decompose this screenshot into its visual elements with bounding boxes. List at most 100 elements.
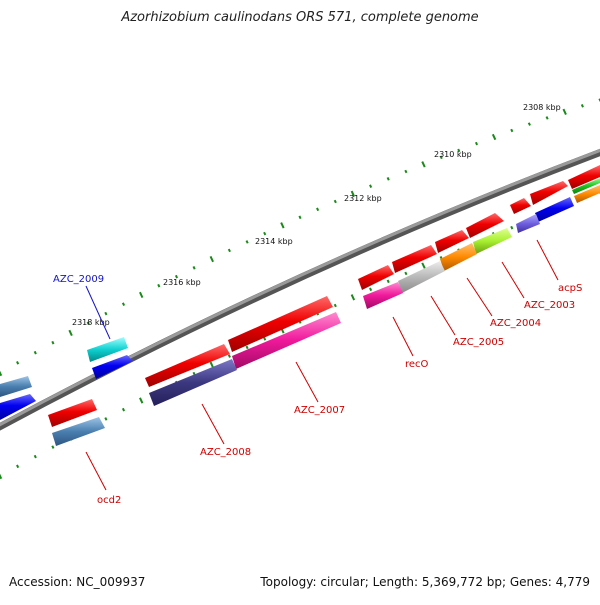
scale-label: 2316 kbp	[163, 278, 201, 287]
scale-label: 2314 kbp	[255, 237, 293, 246]
gene-feature[interactable]	[574, 185, 600, 203]
gene-feature[interactable]	[473, 228, 512, 254]
scale-label: 2312 kbp	[344, 194, 382, 203]
gene-label-AZC_2003[interactable]: AZC_2003	[524, 300, 575, 311]
scale-tick	[298, 215, 302, 220]
reverse-strand-genes	[48, 197, 574, 446]
scale-tick	[227, 354, 231, 358]
topology-text: Topology: circular; Length: 5,369,772 bp…	[260, 575, 590, 589]
scale-tick	[227, 248, 231, 253]
gene-labels: acpS AZC_2003 AZC_2004 AZC_2005 recO AZC…	[53, 274, 582, 506]
gene-feature[interactable]	[568, 165, 600, 189]
gene-label-AZC_2009[interactable]: AZC_2009	[53, 274, 104, 285]
scale-tick	[86, 321, 90, 325]
gene-feature[interactable]	[392, 245, 437, 273]
scale-tick	[421, 161, 426, 168]
scale-tick	[350, 190, 356, 197]
scale-tick	[369, 287, 373, 292]
gene-label-AZC_2005[interactable]: AZC_2005	[453, 337, 504, 348]
gene-feature[interactable]	[363, 282, 403, 309]
scale-tick	[527, 122, 531, 126]
scale-tick	[491, 133, 497, 141]
scale-tick	[350, 294, 356, 301]
genome-backbone	[0, 148, 600, 431]
scale-tick	[562, 108, 567, 115]
gene-feature[interactable]	[0, 394, 36, 420]
gene-feature[interactable]	[228, 296, 333, 352]
gene-feature[interactable]	[435, 230, 469, 253]
scale-tick	[0, 369, 3, 377]
gene-feature[interactable]	[510, 198, 531, 214]
scale-tick	[369, 184, 373, 188]
gene-feature[interactable]	[535, 197, 574, 222]
scale-tick	[439, 155, 443, 160]
scale-tick	[192, 266, 196, 270]
scale-tick	[510, 128, 514, 133]
scale-tick	[263, 337, 267, 341]
gene-feature[interactable]	[48, 399, 97, 427]
gene-feature[interactable]	[92, 355, 133, 379]
scale-tick	[598, 98, 600, 102]
scale-tick	[51, 340, 55, 345]
scale-tick	[263, 231, 267, 236]
gene-feature[interactable]	[149, 359, 237, 406]
scale-tick	[474, 141, 479, 146]
scale-tick	[139, 291, 144, 299]
accession-text: Accession: NC_009937	[9, 575, 146, 589]
scale-tick	[33, 454, 37, 459]
gene-label-acpS[interactable]: acpS	[558, 283, 582, 294]
scale-label: 2318 kbp	[72, 318, 110, 327]
scale-tick	[121, 407, 126, 412]
scale-tick	[16, 361, 20, 365]
gene-label-AZC_2007[interactable]: AZC_2007	[294, 405, 345, 416]
gene-feature[interactable]	[530, 181, 568, 205]
scale-tick	[510, 225, 514, 230]
gene-feature[interactable]	[87, 337, 128, 362]
gene-label-ocd2[interactable]: ocd2	[97, 495, 121, 506]
gene-feature[interactable]	[0, 376, 32, 397]
scale-tick	[139, 397, 144, 404]
gene-feature[interactable]	[572, 178, 600, 194]
gene-feature[interactable]	[398, 261, 445, 293]
scale-tick	[51, 445, 55, 449]
gene-feature[interactable]	[466, 213, 504, 238]
scale-tick	[157, 283, 161, 288]
scale-tick	[68, 329, 73, 337]
scale-tick	[404, 169, 408, 174]
scale-tick	[209, 361, 214, 368]
map-title: Azorhizobium caulinodans ORS 571, comple…	[121, 10, 479, 25]
scale-tick	[33, 350, 37, 355]
gene-label-recO[interactable]: recO	[405, 359, 429, 370]
scale-tick	[333, 199, 337, 204]
scale-tick	[245, 345, 249, 350]
gene-feature[interactable]	[52, 417, 105, 446]
gene-feature[interactable]	[145, 344, 230, 387]
gene-feature[interactable]	[516, 214, 540, 233]
forward-strand-genes	[0, 165, 600, 420]
scale-tick	[104, 417, 108, 421]
scale-label: 2308 kbp	[523, 103, 561, 112]
gene-feature[interactable]	[232, 312, 341, 369]
scale-tick	[386, 279, 390, 284]
scale-tick	[404, 271, 408, 276]
gene-label-AZC_2008[interactable]: AZC_2008	[200, 447, 251, 458]
scale-tick	[104, 311, 108, 316]
scale-tick	[174, 274, 179, 279]
scale-tick	[280, 222, 285, 229]
gene-label-AZC_2004[interactable]: AZC_2004	[490, 318, 541, 329]
scale-tick	[580, 104, 584, 108]
scale-tick	[333, 303, 337, 308]
gene-feature[interactable]	[358, 265, 394, 290]
scale-tick	[545, 116, 549, 120]
scale-tick	[386, 177, 390, 181]
scale-label: 2310 kbp	[434, 150, 472, 159]
scale-tick	[457, 148, 461, 153]
label-leaders	[85, 239, 559, 491]
scale-tick	[209, 255, 214, 263]
gene-feature[interactable]	[440, 243, 477, 271]
scale-tick	[0, 472, 3, 480]
scale-tick	[121, 302, 126, 306]
scale-tick	[421, 262, 426, 269]
